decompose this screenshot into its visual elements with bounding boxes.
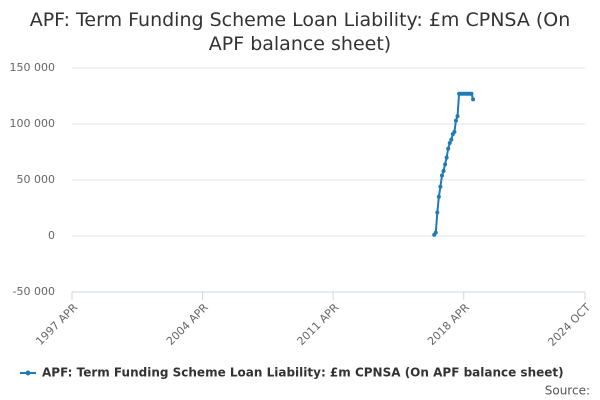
x-tick-label: 2018 APR — [425, 301, 472, 348]
y-tick-label: 150 000 — [10, 61, 56, 74]
data-point — [439, 173, 444, 178]
data-point — [469, 91, 474, 96]
data-point — [471, 97, 476, 102]
source: Source: — [545, 384, 590, 398]
data-point — [433, 230, 438, 235]
data-point — [446, 146, 451, 151]
x-tick-label: 2011 APR — [295, 301, 342, 348]
data-point — [453, 118, 458, 123]
data-point — [455, 114, 460, 119]
y-tick-label: 100 000 — [10, 117, 56, 130]
y-tick-label: 50 000 — [17, 173, 56, 186]
legend-label: APF: Term Funding Scheme Loan Liability:… — [42, 366, 564, 380]
data-point — [449, 137, 454, 142]
y-tick-label: 0 — [48, 229, 55, 242]
data-point — [443, 162, 448, 167]
data-point — [435, 210, 440, 215]
x-tick-label: 2004 APR — [164, 301, 211, 348]
data-point — [438, 184, 443, 189]
y-tick-label: -50 000 — [13, 285, 55, 298]
data-point — [441, 169, 446, 174]
chart-title: APF: Term Funding Scheme Loan Liability:… — [29, 9, 571, 55]
data-point — [444, 155, 449, 160]
series-line — [433, 92, 475, 236]
data-point — [452, 129, 457, 134]
x-tick-label: 1997 APR — [33, 301, 80, 348]
data-point — [447, 141, 452, 146]
data-point — [436, 194, 441, 199]
legend-marker — [25, 370, 31, 376]
x-tick-label: 2024 OCT — [545, 301, 593, 349]
